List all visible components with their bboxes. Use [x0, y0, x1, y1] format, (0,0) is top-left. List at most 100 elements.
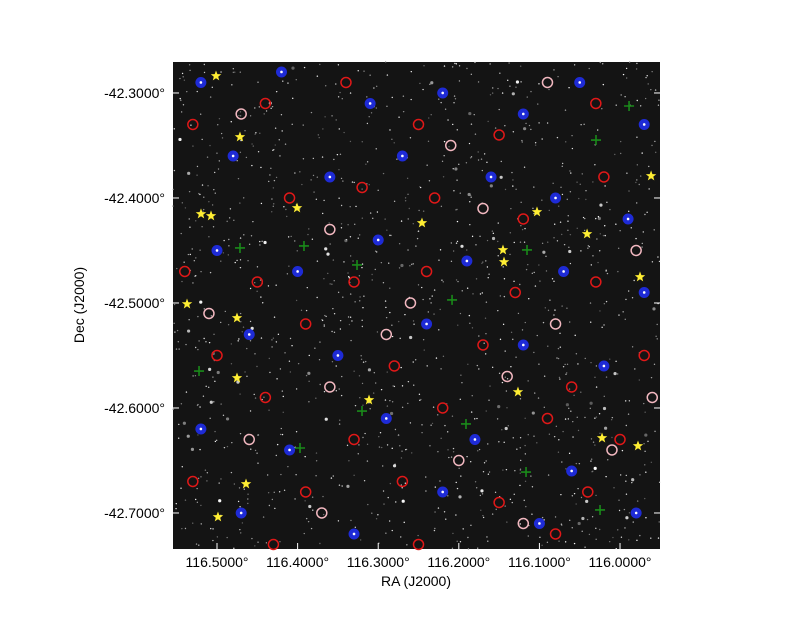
- sky-noise-dot: [188, 218, 190, 220]
- sky-noise-dot: [260, 166, 262, 169]
- sky-noise-dot: [189, 253, 192, 256]
- sky-noise-dot: [244, 129, 246, 132]
- source-marker: [632, 440, 644, 451]
- sky-noise-dot: [374, 250, 377, 252]
- sky-noise-dot: [185, 391, 188, 393]
- sky-noise-dot: [363, 479, 366, 482]
- sky-noise-dot: [585, 499, 589, 503]
- sky-noise-dot: [212, 226, 215, 228]
- source-marker: [598, 171, 610, 183]
- sky-noise-dot: [571, 147, 574, 150]
- sky-noise-dot: [384, 399, 387, 401]
- sky-noise-dot: [421, 286, 423, 289]
- sky-noise-dot: [355, 205, 357, 208]
- sky-noise-dot: [381, 446, 383, 449]
- sky-noise-dot: [442, 281, 444, 283]
- sky-noise-dot: [625, 400, 627, 402]
- sky-noise-dot: [175, 348, 178, 350]
- sky-noise-dot: [503, 295, 506, 298]
- sky-noise-dot: [394, 428, 397, 431]
- sky-noise-dot: [632, 521, 634, 523]
- sky-noise-dot: [510, 331, 513, 334]
- sky-noise-dot: [223, 239, 225, 242]
- source-core: [199, 427, 203, 431]
- sky-noise-dot: [324, 116, 326, 118]
- source-core: [570, 469, 573, 473]
- sky-noise-dot: [336, 153, 339, 156]
- sky-noise-dot: [178, 137, 182, 142]
- sky-noise-dot: [438, 259, 440, 261]
- sky-noise-dot: [468, 111, 472, 116]
- sky-noise-dot: [502, 469, 504, 471]
- sky-noise-dot: [489, 94, 492, 96]
- source-marker: [316, 507, 328, 519]
- sky-noise-dot: [227, 254, 230, 256]
- sky-noise-dot: [375, 518, 378, 520]
- sky-noise-dot: [412, 263, 414, 265]
- sky-noise-dot: [473, 113, 475, 116]
- sky-noise-dot: [265, 542, 268, 544]
- sky-noise-dot: [497, 240, 499, 243]
- sky-noise-dot: [648, 165, 650, 168]
- sky-noise-dot: [195, 257, 197, 259]
- sky-noise-dot: [613, 487, 615, 489]
- sky-noise-dot: [178, 348, 180, 350]
- sky-noise-dot: [194, 346, 197, 349]
- sky-noise-dot: [385, 316, 388, 319]
- sky-noise-dot: [453, 102, 455, 104]
- sky-noise-dot: [604, 234, 606, 237]
- sky-noise-dot: [337, 520, 340, 522]
- sky-noise-dot: [581, 530, 583, 532]
- sky-noise-dot: [392, 464, 397, 468]
- sky-noise-dot: [519, 472, 521, 474]
- sky-noise-dot: [561, 461, 563, 463]
- sky-noise-dot: [353, 181, 355, 184]
- sky-noise-dot: [619, 152, 622, 155]
- sky-noise-dot: [286, 273, 289, 275]
- sky-noise-dot: [400, 366, 402, 369]
- sky-noise-dot: [611, 416, 614, 419]
- sky-noise-dot: [639, 534, 641, 537]
- sky-noise-dot: [498, 441, 500, 443]
- sky-noise-dot: [440, 437, 442, 440]
- sky-noise-dot: [506, 378, 509, 380]
- sky-noise-dot: [644, 464, 646, 466]
- sky-noise-dot: [481, 262, 483, 265]
- y-axis-label: Dec (J2000): [71, 267, 87, 343]
- sky-noise-dot: [452, 123, 454, 126]
- sky-noise-dot: [501, 92, 504, 94]
- sky-noise-dot: [655, 335, 657, 337]
- sky-noise-dot: [335, 119, 337, 121]
- sky-noise-dot: [349, 206, 351, 208]
- source-marker: [493, 496, 505, 509]
- sky-noise-dot: [576, 181, 578, 183]
- sky-noise-dot: [481, 292, 484, 294]
- source-marker: [240, 478, 252, 489]
- sky-noise-dot: [260, 337, 263, 339]
- sky-noise-dot: [282, 411, 284, 413]
- sky-noise-dot: [515, 356, 517, 358]
- sky-noise-dot: [533, 271, 535, 274]
- sky-noise-dot: [584, 416, 586, 419]
- sky-noise-dot: [401, 450, 403, 452]
- sky-noise-dot: [249, 340, 252, 342]
- sky-noise-dot: [295, 299, 298, 302]
- sky-noise-dot: [213, 333, 215, 336]
- sky-noise-dot: [317, 134, 320, 136]
- sky-noise-dot: [204, 469, 207, 471]
- sky-noise-dot: [322, 513, 325, 516]
- source-marker: [541, 412, 554, 425]
- sky-noise-dot: [527, 380, 529, 382]
- sky-noise-dot: [558, 540, 560, 542]
- sky-noise-dot: [391, 335, 394, 338]
- sky-noise-dot: [387, 496, 389, 499]
- sky-noise-dot: [612, 536, 614, 539]
- source-marker: [324, 381, 336, 393]
- sky-noise-dot: [508, 62, 510, 64]
- sky-noise-dot: [595, 416, 598, 418]
- sky-noise-dot: [482, 471, 485, 473]
- sky-noise-dot: [180, 111, 183, 113]
- sky-noise-dot: [587, 247, 589, 249]
- sky-noise-dot: [487, 473, 490, 475]
- sky-noise-dot: [523, 241, 526, 243]
